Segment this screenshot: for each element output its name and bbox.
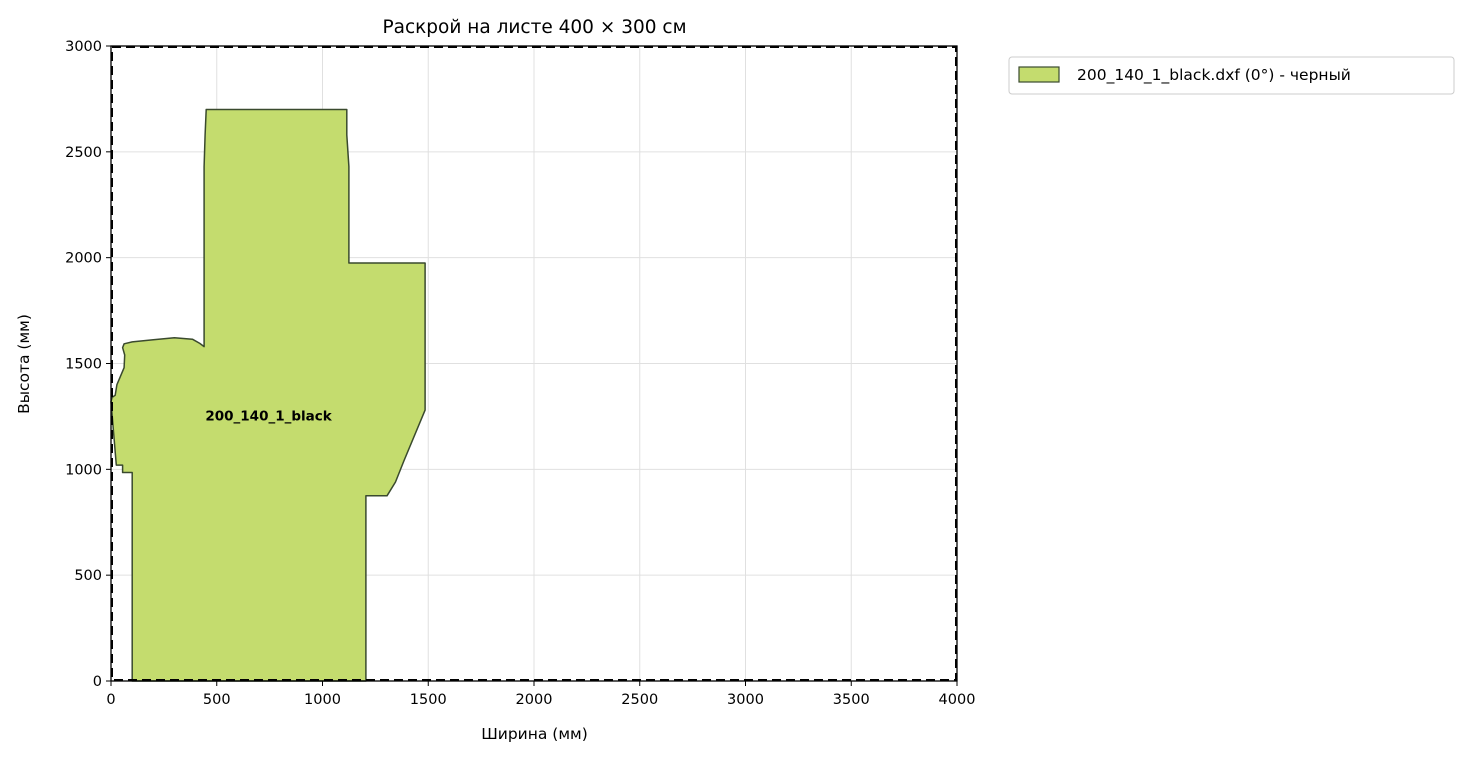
x-axis-label: Ширина (мм) (481, 725, 588, 743)
legend: 200_140_1_black.dxf (0°) - черный (1008, 56, 1455, 95)
y-tick-label: 2500 (65, 145, 102, 161)
y-tick-label: 500 (74, 568, 102, 584)
y-tick-label: 1500 (65, 357, 102, 373)
tick-layer: 0 500 1000 1500 2000 2500 3000 3500 4000 0 500 1000… (65, 39, 975, 708)
x-tick-label: 2500 (621, 692, 658, 708)
piece-layer: 200_140_1_black (110, 108, 426, 682)
legend-swatch (1018, 66, 1060, 83)
legend-entry: 200_140_1_black.dxf (0°) - черный (1077, 66, 1351, 85)
y-tick-label: 1000 (65, 462, 102, 478)
x-tick-label: 4000 (939, 692, 976, 708)
y-tick-label: 3000 (65, 39, 102, 55)
piece-label: 200_140_1_black (205, 409, 332, 425)
sheet-boundary (111, 46, 957, 681)
piece-shape (110, 108, 426, 682)
y-axis-label: Высота (мм) (15, 314, 33, 414)
x-tick-label: 1000 (304, 692, 341, 708)
x-tick-label: 3000 (727, 692, 764, 708)
x-tick-label: 0 (106, 692, 115, 708)
x-tick-label: 1500 (410, 692, 447, 708)
y-tick-label: 0 (93, 674, 102, 690)
x-tick-label: 3500 (833, 692, 870, 708)
legend-box (1008, 56, 1455, 95)
x-tick-label: 500 (203, 692, 231, 708)
x-tick-label: 2000 (516, 692, 553, 708)
y-tick-label: 2000 (65, 251, 102, 267)
chart-title: Раскрой на листе 400 × 300 см (382, 17, 686, 38)
